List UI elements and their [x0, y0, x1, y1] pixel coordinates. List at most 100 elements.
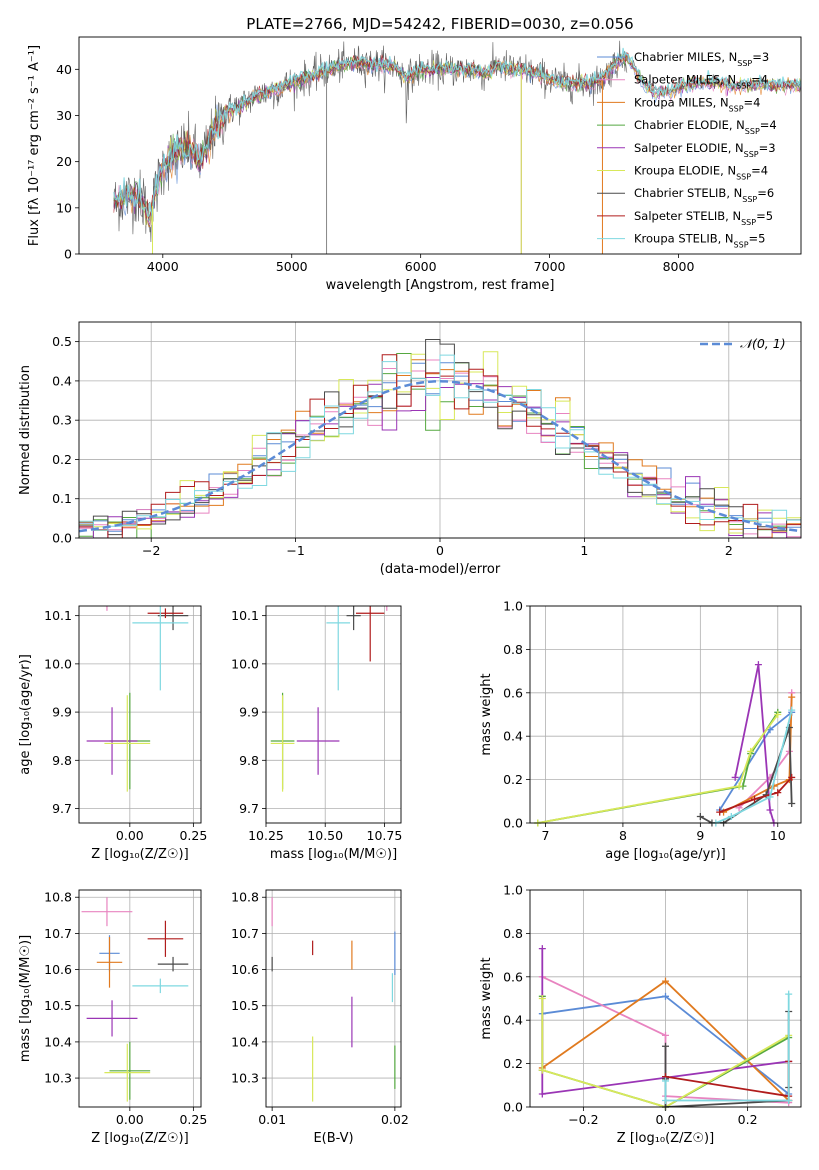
weight-line-7 — [719, 776, 793, 813]
y-tick-label: 10.6 — [44, 962, 72, 977]
x-tick-label: 10.75 — [367, 828, 403, 843]
y-tick-label: 10.8 — [231, 890, 259, 905]
y-tick-label: 0.2 — [52, 452, 72, 467]
y-axis-label: mass weight — [479, 957, 494, 1039]
y-tick-label: 0.1 — [52, 491, 72, 506]
legend-nssp: =3 — [752, 50, 769, 64]
weight-marker-8 — [788, 706, 796, 714]
weight-marker-8 — [766, 793, 774, 801]
spectrum-panel: 4000 5000 6000 7000 8000 0 10 20 30 40 wavelength … — [27, 36, 802, 293]
x-tick-label: 5000 — [276, 259, 308, 274]
weight-vs-age-panel: 7 8 9 10 0.0 0.2 0.4 0.6 0.8 1.0 age [log₁₀(age/yr… — [479, 599, 802, 862]
residual-histogram-panel: −2 −1 0 1 2 0.0 0.1 0.2 0.3 0.4 0.5 (data-model)/er… — [18, 321, 802, 577]
y-tick-label: 10.5 — [44, 998, 72, 1013]
weight-marker-8 — [662, 1077, 669, 1085]
y-tick-label: 10.1 — [44, 608, 72, 623]
x-tick-label: 1 — [580, 543, 588, 558]
legend-label-4: Salpeter ELODIE, NSSP=3 — [634, 141, 776, 159]
x-tick-label: 0.00 — [116, 1112, 144, 1127]
x-axis-label: Z [log₁₀(Z/Z☉)] — [91, 1131, 188, 1146]
y-tick-label: 10.7 — [231, 926, 259, 941]
weight-marker-8 — [662, 1096, 669, 1104]
weight-marker-6 — [662, 1042, 669, 1050]
weight-marker-7 — [774, 789, 782, 797]
legend-subscript: SSP — [734, 240, 749, 249]
y-tick-label: 0.6 — [503, 969, 523, 984]
x-axis-label: age [log₁₀(age/yr)] — [605, 847, 726, 862]
weight-line-4 — [734, 664, 775, 823]
weight-marker-4 — [538, 1090, 546, 1098]
model-spectrum-8 — [113, 47, 801, 218]
y-tick-label: 10.4 — [231, 1034, 259, 1049]
weight-marker-5 — [747, 747, 755, 755]
legend-nssp: =3 — [759, 141, 776, 155]
y-tick-label: 10.3 — [231, 1071, 259, 1086]
weight-marker-8 — [785, 990, 793, 998]
y-tick-label: 0.4 — [503, 1013, 523, 1028]
figure-title: PLATE=2766, MJD=54242, FIBERID=0030, z=0… — [246, 15, 633, 33]
legend-subscript: SSP — [745, 127, 760, 136]
weight-marker-2 — [788, 693, 796, 701]
histogram-5 — [79, 351, 801, 534]
y-tick-label: 0.0 — [503, 816, 523, 831]
y-tick-label: 9.7 — [52, 801, 72, 816]
x-tick-label: 6000 — [405, 259, 437, 274]
legend-subscript: SSP — [736, 172, 751, 181]
y-tick-label: 10.4 — [44, 1034, 72, 1049]
y-tick-label: 0 — [64, 247, 72, 262]
legend: Chabrier MILES, NSSP=3 Salpeter MILES, NS… — [597, 50, 777, 249]
x-axis-label: wavelength [Angstrom, rest frame] — [326, 278, 555, 293]
x-tick-label: 0.02 — [381, 1112, 409, 1127]
y-tick-label: 9.9 — [239, 705, 259, 720]
y-tick-label: 0.3 — [52, 413, 72, 428]
x-tick-label: 0.25 — [179, 1112, 207, 1127]
y-tick-label: 20 — [56, 154, 72, 169]
legend-label-normal: 𝒩(0, 1) — [740, 336, 786, 351]
legend-label-7: Salpeter STELIB, NSSP=5 — [634, 209, 773, 227]
y-tick-label: 0.8 — [503, 926, 523, 941]
legend-subscript: SSP — [729, 104, 744, 113]
mass-vs-ebv-panel: 0.01 0.02 10.3 10.4 10.5 10.6 10.7 10.8 E(B-V) — [231, 889, 409, 1146]
x-axis-label: Z [log₁₀(Z/Z☉)] — [617, 1131, 714, 1146]
axes-frame — [529, 605, 802, 824]
weight-marker-6 — [696, 812, 704, 820]
x-tick-label: 7000 — [534, 259, 566, 274]
weight-marker-4 — [766, 806, 774, 814]
x-tick-label: 0 — [436, 543, 444, 558]
weight-line-8 — [715, 709, 793, 823]
x-axis-label: (data-model)/error — [380, 562, 501, 577]
legend-nssp: =4 — [760, 118, 777, 132]
axes-frame — [265, 605, 402, 824]
axes-frame — [265, 889, 402, 1108]
weight-line-8 — [664, 994, 790, 1102]
x-tick-label: 8 — [619, 828, 627, 843]
age-vs-metallicity-panel: 0.00 0.25 9.7 9.8 9.9 10.0 10.1 Z [log₁₀(Z/Z☉)]… — [18, 605, 207, 862]
weight-marker-7 — [751, 795, 759, 803]
x-tick-label: −0.2 — [568, 1112, 598, 1127]
weight-marker-7 — [788, 773, 796, 781]
y-tick-label: 0.2 — [503, 1056, 523, 1071]
x-axis-label: Z [log₁₀(Z/Z☉)] — [91, 847, 188, 862]
legend-subscript: SSP — [744, 149, 759, 158]
y-tick-label: 9.8 — [52, 753, 72, 768]
x-tick-label: 0.0 — [656, 1112, 676, 1127]
weight-marker-7 — [716, 808, 724, 816]
weight-marker-2 — [662, 977, 669, 985]
legend-subscript: SSP — [737, 59, 752, 68]
weight-marker-5 — [538, 1066, 546, 1074]
x-tick-label: 7 — [542, 828, 550, 843]
legend-label-0: Chabrier MILES, NSSP=3 — [634, 50, 769, 68]
x-tick-label: 9 — [696, 828, 704, 843]
y-tick-label: 30 — [56, 108, 72, 123]
y-tick-label: 9.8 — [239, 753, 259, 768]
model-spectrum-7 — [113, 51, 801, 220]
y-tick-label: 0.5 — [52, 334, 72, 349]
legend-subscript: SSP — [741, 217, 756, 226]
axes-frame — [78, 889, 202, 1108]
y-tick-label: 10.0 — [231, 656, 259, 671]
y-tick-label: 0.4 — [52, 373, 72, 388]
weight-marker-4 — [754, 661, 762, 669]
y-tick-label: 10.8 — [44, 890, 72, 905]
weight-marker-4 — [731, 773, 739, 781]
legend-label-1: Salpeter MILES, NSSP=4 — [634, 73, 768, 91]
